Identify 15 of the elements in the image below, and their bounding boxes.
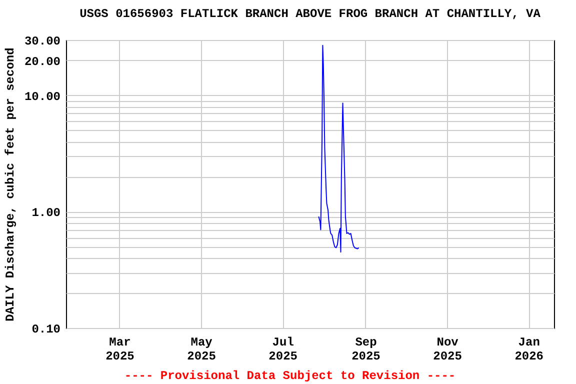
y-tick-label: 10.00 [24, 90, 60, 104]
x-tick-label: Sep 2025 [352, 336, 380, 364]
y-axis-title: DAILY Discharge, cubic feet per second [3, 48, 18, 322]
line-series [318, 44, 360, 253]
y-tick-label: 30.00 [24, 34, 60, 48]
x-tick-label: Mar 2025 [106, 336, 134, 364]
chart-title: USGS 01656903 FLATLICK BRANCH ABOVE FROG BRANCH AT CHANTILLY, VA [80, 7, 542, 21]
x-tick-label: May 2025 [187, 336, 216, 364]
x-tick-label: Jul 2025 [268, 336, 298, 364]
x-tick-label: Jan 2026 [514, 336, 544, 364]
text: ---- Provisional Data Subject to Revision ---- [124, 369, 456, 383]
y-tick-label: 20.00 [24, 54, 60, 69]
x-tick-label: Nov 2025 [433, 336, 462, 364]
y-tick-label: 1.00 [32, 206, 60, 220]
y-tick-label: 0.10 [32, 322, 60, 336]
